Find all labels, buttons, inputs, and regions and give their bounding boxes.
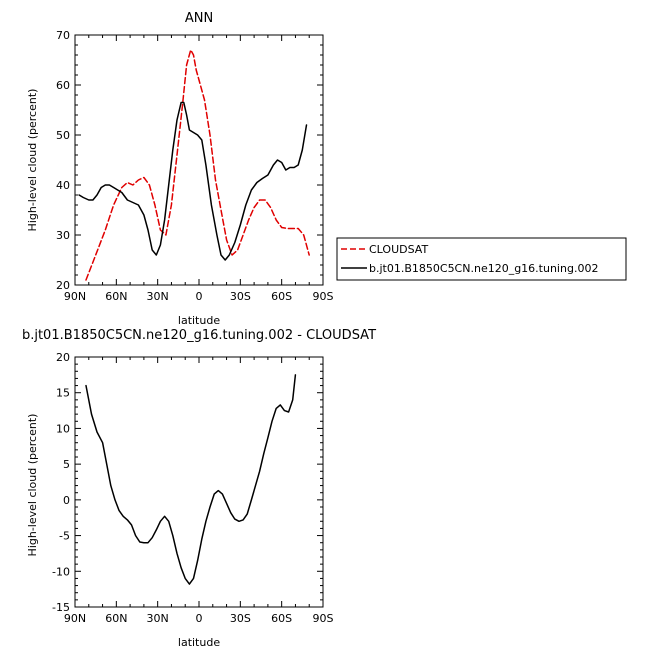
y-tick-label: 30 xyxy=(56,229,70,242)
y-tick-label: 0 xyxy=(63,494,70,507)
y-axis-label-top: High-level cloud (percent) xyxy=(26,89,39,232)
x-tick-label: 30S xyxy=(230,612,251,625)
y-tick-label: -5 xyxy=(59,530,70,543)
panel-bottom: b.jt01.B1850C5CN.ne120_g16.tuning.002 - … xyxy=(22,328,376,649)
x-tick-label: 0 xyxy=(196,612,203,625)
plot-lines-bottom xyxy=(85,374,297,585)
x-tick-label: 60N xyxy=(105,612,127,625)
series-line-0-0 xyxy=(85,49,310,281)
chart-title-top: ANN xyxy=(185,11,213,26)
y-tick-label: 20 xyxy=(56,351,70,364)
legend-box xyxy=(336,237,627,281)
axis-ticks-bottom: 90N 60N 30N 0 30S 60S 90S -15 -10 -5 0 5 10 15 20 xyxy=(52,351,333,625)
x-axis-label-top: latitude xyxy=(178,314,220,327)
chart-title-bottom: b.jt01.B1850C5CN.ne120_g16.tuning.002 - … xyxy=(22,328,376,343)
x-tick-label: 30N xyxy=(147,290,169,303)
x-tick-label: 90N xyxy=(64,290,86,303)
y-tick-label: 5 xyxy=(63,458,70,471)
y-tick-label: 10 xyxy=(56,422,70,435)
y-tick-label: -10 xyxy=(52,565,70,578)
x-tick-label: 90S xyxy=(313,290,334,303)
legend-entry-cloudsat: CLOUDSAT xyxy=(369,243,428,256)
x-tick-label: 60S xyxy=(271,290,292,303)
series-line-1-0 xyxy=(85,374,297,585)
plot-lines-top xyxy=(78,49,310,281)
x-tick-label: 60N xyxy=(105,290,127,303)
y-axis-label-bottom: High-level cloud (percent) xyxy=(26,414,39,557)
x-tick-label: 0 xyxy=(196,290,203,303)
y-tick-label: 70 xyxy=(56,29,70,42)
x-tick-label: 90N xyxy=(64,612,86,625)
y-tick-label: 20 xyxy=(56,279,70,292)
y-tick-label: 50 xyxy=(56,129,70,142)
x-tick-label: 90S xyxy=(313,612,334,625)
x-tick-label: 60S xyxy=(271,612,292,625)
y-tick-label: 15 xyxy=(56,387,70,400)
x-tick-label: 30N xyxy=(147,612,169,625)
plot-frame-top xyxy=(74,34,324,286)
axis-ticks-top: 90N 60N 30N 0 30S 60S 90S 20 30 40 50 60 70 xyxy=(56,29,334,303)
panel-top: ANN High-level cloud (percent) latitude … xyxy=(26,11,334,327)
legend: CLOUDSAT b.jt01.B1850C5CN.ne120_g16.tuni… xyxy=(336,237,627,281)
y-tick-label: 60 xyxy=(56,79,70,92)
x-axis-label-bottom: latitude xyxy=(178,636,220,649)
y-tick-label: 40 xyxy=(56,179,70,192)
legend-entry-model: b.jt01.B1850C5CN.ne120_g16.tuning.002 xyxy=(369,262,598,275)
series-line-0-1 xyxy=(78,101,308,261)
y-tick-label: -15 xyxy=(52,601,70,614)
plot-frame-bottom xyxy=(74,356,324,608)
x-tick-label: 30S xyxy=(230,290,251,303)
